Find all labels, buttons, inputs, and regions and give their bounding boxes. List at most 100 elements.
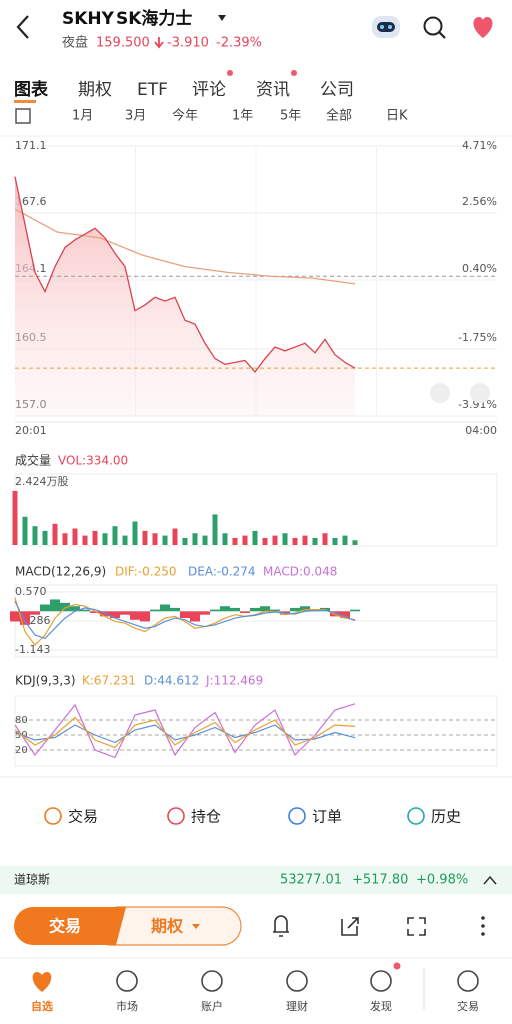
nav-label[interactable]: 交易 <box>457 999 479 1013</box>
period[interactable]: 5年 <box>280 109 301 124</box>
macd-bar <box>170 607 180 612</box>
macd-bar <box>110 611 120 619</box>
macd-bar <box>60 602 70 612</box>
alert-icon[interactable] <box>273 915 289 937</box>
nav-icon[interactable] <box>116 970 138 992</box>
fullscreen-icon[interactable] <box>407 917 426 936</box>
period[interactable]: 1年 <box>232 109 253 124</box>
d-line <box>14 724 356 744</box>
options-caret <box>192 924 200 929</box>
tab-underline <box>14 100 36 103</box>
macd-bar <box>180 611 190 619</box>
tab[interactable]: 图表 <box>14 79 49 100</box>
robot-icon[interactable] <box>372 16 400 38</box>
nav-label[interactable]: 市场 <box>116 999 138 1013</box>
macd-bar <box>200 611 210 615</box>
volume-bar <box>12 490 18 545</box>
options-button[interactable] <box>107 906 242 946</box>
action-icon[interactable] <box>407 807 425 825</box>
volume-bar <box>332 537 338 545</box>
kdj-title: KDJ(9,3,3) <box>15 674 76 688</box>
y-tick-label: 20 <box>15 745 28 756</box>
nav-icon[interactable] <box>370 970 392 992</box>
nav-icon[interactable] <box>32 972 52 992</box>
nav-icon[interactable] <box>201 970 223 992</box>
y-tick-label: 0.570 <box>15 585 47 598</box>
volume-bar <box>242 535 248 545</box>
nav-label[interactable]: 自选 <box>31 999 53 1013</box>
volume-bar <box>42 530 48 545</box>
notify-dot <box>393 962 401 970</box>
add-icon[interactable] <box>470 383 490 403</box>
dropdown-icon[interactable] <box>218 15 226 21</box>
period[interactable]: 日K <box>386 109 408 124</box>
macd-bar <box>20 611 30 625</box>
tab[interactable]: 公司 <box>320 80 354 100</box>
tab[interactable]: ETF <box>137 80 168 100</box>
macd-label: MACD:0.048 <box>263 565 337 579</box>
macd-bar <box>50 599 60 612</box>
macd-bar <box>140 611 150 622</box>
ticker-change-pct: +0.98% <box>416 873 468 888</box>
macd-bar <box>330 611 340 617</box>
macd-bar <box>270 609 280 612</box>
right-label: 4.71% <box>462 139 497 152</box>
action-label[interactable]: 订单 <box>312 808 342 826</box>
share-icon[interactable] <box>341 917 359 936</box>
chart-type-icon[interactable] <box>15 108 31 124</box>
period[interactable]: 3月 <box>125 109 146 124</box>
action-label[interactable]: 持仓 <box>191 808 221 826</box>
back-icon[interactable] <box>16 15 29 39</box>
volume-bar <box>352 540 358 545</box>
tab[interactable]: 资讯 <box>256 80 290 100</box>
macd-bar <box>10 611 20 622</box>
macd-bar <box>80 609 90 612</box>
macd-title: MACD(12,26,9) <box>15 565 106 579</box>
action-icon[interactable] <box>288 807 306 825</box>
macd-bar <box>350 609 360 612</box>
nav-label[interactable]: 理财 <box>286 999 308 1013</box>
trade-button[interactable] <box>14 907 126 945</box>
dif-label: DIF:-0.250 <box>115 565 176 579</box>
volume-bar <box>212 514 218 545</box>
volume-title: 成交量 <box>15 453 51 468</box>
period[interactable]: 今年 <box>172 108 198 124</box>
expand-icon[interactable] <box>430 383 450 403</box>
macd-bar <box>160 604 170 612</box>
volume-bar <box>142 530 148 545</box>
tab[interactable]: 评论 <box>192 80 226 100</box>
symbol: SKHY <box>62 9 115 29</box>
macd-bar <box>130 611 140 620</box>
macd-bar <box>70 606 80 612</box>
period[interactable]: 全部 <box>326 108 352 124</box>
macd-bar <box>120 611 130 615</box>
nav-icon[interactable] <box>457 970 479 992</box>
action-icon[interactable] <box>44 807 62 825</box>
favorite-icon[interactable] <box>473 17 493 38</box>
nav-icon[interactable] <box>286 970 308 992</box>
action-label[interactable]: 历史 <box>431 808 461 826</box>
right-label: 0.40% <box>462 262 497 275</box>
period[interactable]: 1月 <box>72 109 93 124</box>
down-arrow <box>154 37 164 49</box>
dif-line <box>14 597 356 647</box>
nav-label[interactable]: 账户 <box>201 999 223 1013</box>
more-icon[interactable] <box>481 916 485 936</box>
tab[interactable]: 期权 <box>78 80 112 100</box>
volume-label: VOL:334.00 <box>58 454 128 468</box>
nav-label[interactable]: 发现 <box>370 999 392 1013</box>
macd-bar <box>30 611 40 615</box>
macd-bar <box>340 611 350 619</box>
expand-caret[interactable] <box>483 875 497 885</box>
volume-bar <box>202 535 208 545</box>
macd-bar <box>260 606 270 612</box>
macd-bar <box>250 607 260 612</box>
action-icon[interactable] <box>167 807 185 825</box>
search-icon[interactable] <box>423 16 446 39</box>
action-label[interactable]: 交易 <box>68 808 98 826</box>
dea-line <box>14 600 356 640</box>
macd-bar <box>100 611 110 617</box>
volume-bar <box>82 535 88 545</box>
